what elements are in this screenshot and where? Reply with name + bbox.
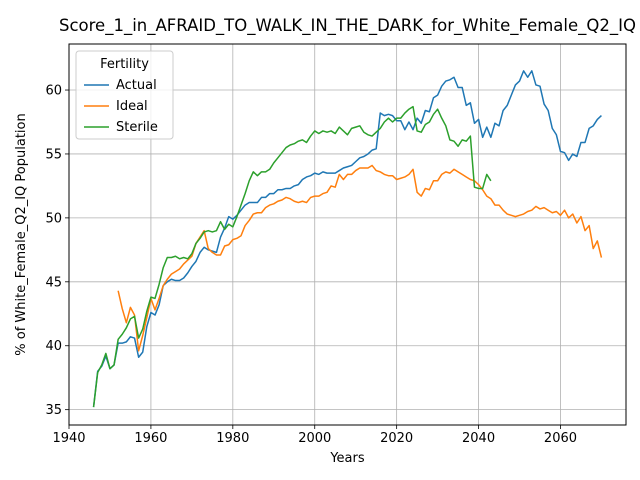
x-tick-label: 1980	[216, 431, 249, 446]
legend: Fertility Actual Ideal Sterile	[75, 50, 174, 140]
x-tick-label: 2020	[380, 431, 413, 446]
x-tick-label: 2000	[298, 431, 331, 446]
y-axis-label: % of White_Female_Q2_IQ Population	[14, 113, 29, 355]
y-tick-label: 40	[45, 339, 62, 354]
y-axis: 35 40 45 50 55 60	[45, 84, 69, 418]
y-tick-label: 50	[45, 211, 62, 226]
x-tick-label: 1960	[134, 431, 167, 446]
legend-title: Fertility	[100, 57, 149, 72]
legend-label-actual: Actual	[116, 78, 157, 93]
series-line-ideal	[117, 164, 603, 352]
x-tick-label: 1940	[52, 431, 85, 446]
legend-items: Actual Ideal Sterile	[84, 78, 158, 135]
x-axis: 1940 1960 1980 2000 2020 2040 2060	[52, 425, 577, 446]
series-line-actual	[92, 70, 602, 408]
series-layer	[92, 70, 603, 408]
grid-lines	[68, 44, 626, 425]
y-tick-label: 60	[45, 84, 62, 99]
legend-label-sterile: Sterile	[116, 120, 158, 135]
y-tick-label: 55	[45, 147, 62, 162]
x-tick-label: 2060	[544, 431, 577, 446]
x-tick-label: 2040	[462, 431, 495, 446]
y-tick-label: 45	[45, 275, 62, 290]
y-tick-label: 35	[45, 403, 62, 418]
plot-frame	[68, 43, 627, 426]
chart-title: Score_1_in_AFRAID_TO_WALK_IN_THE_DARK_fo…	[59, 16, 636, 36]
legend-box	[75, 50, 174, 140]
legend-label-ideal: Ideal	[116, 99, 148, 114]
series-line-sterile	[92, 105, 492, 408]
x-axis-label: Years	[329, 451, 365, 466]
